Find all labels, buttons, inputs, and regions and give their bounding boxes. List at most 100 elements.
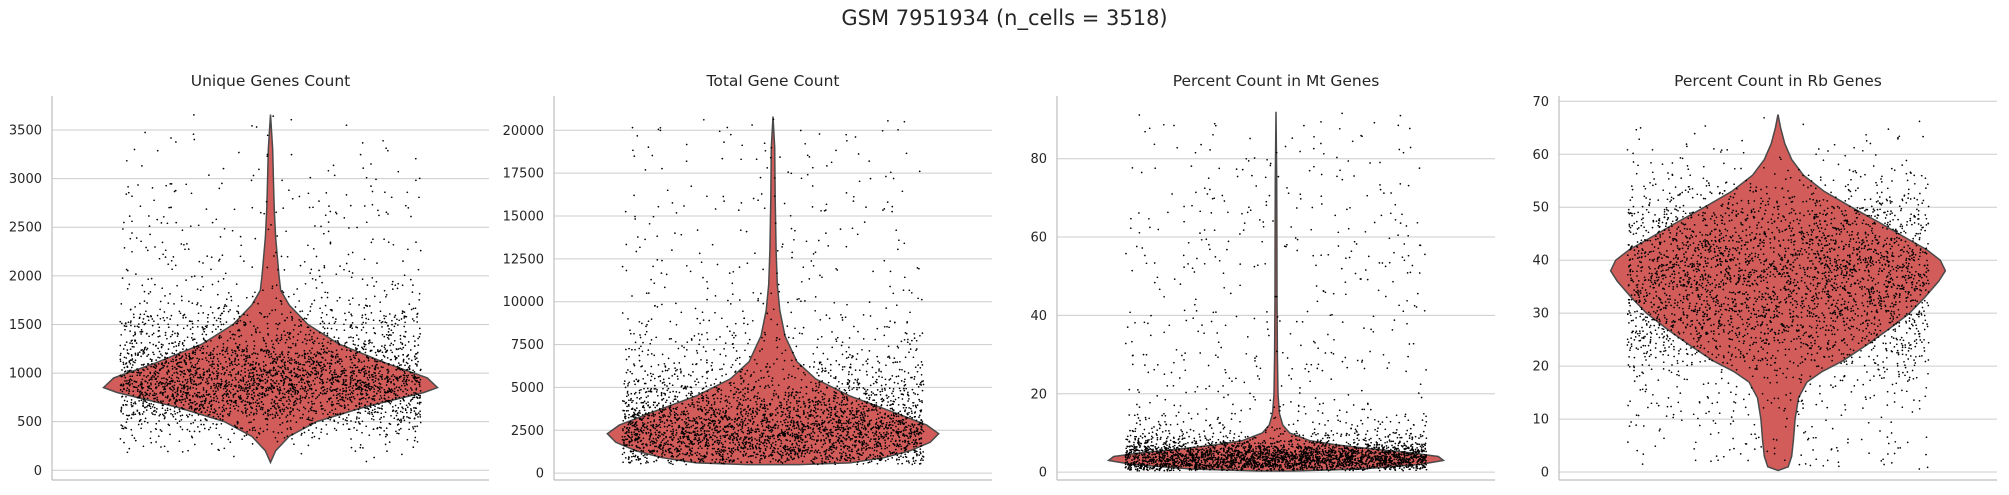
data-point [219, 334, 221, 337]
data-point [299, 320, 302, 323]
data-point [181, 395, 184, 398]
data-point [219, 352, 221, 355]
data-point [763, 331, 766, 334]
data-point [386, 434, 389, 436]
data-point [812, 253, 815, 255]
data-point [339, 404, 342, 407]
data-point [851, 388, 854, 390]
data-point [332, 355, 335, 358]
data-point [298, 325, 300, 328]
data-point [845, 192, 848, 194]
data-point [196, 344, 199, 347]
data-point [122, 412, 124, 415]
data-point [230, 399, 233, 402]
data-point [260, 385, 263, 388]
data-point [309, 272, 312, 274]
data-point [322, 344, 325, 347]
data-point [126, 379, 128, 382]
data-point [174, 264, 177, 267]
data-point [224, 356, 226, 359]
data-point [191, 326, 194, 329]
y-tick-label: 10000 [503, 295, 544, 310]
data-point [151, 405, 154, 408]
data-point [838, 416, 840, 419]
strip-points [119, 114, 422, 463]
data-point [396, 432, 398, 435]
data-point [178, 310, 181, 313]
data-point [137, 385, 140, 387]
data-point [234, 363, 237, 366]
data-point [392, 331, 394, 334]
data-point [301, 310, 304, 312]
data-point [416, 363, 418, 366]
data-point [379, 418, 381, 421]
data-point [676, 406, 678, 409]
data-point [385, 293, 388, 296]
data-point [119, 360, 122, 363]
data-point [773, 394, 775, 397]
data-point [161, 241, 164, 244]
data-point [208, 376, 210, 379]
data-point [875, 409, 878, 412]
data-point [325, 313, 328, 316]
data-point [852, 434, 855, 436]
data-point [288, 398, 290, 401]
data-point [839, 407, 842, 410]
data-point [275, 322, 277, 325]
data-point [143, 313, 146, 316]
data-point [634, 215, 636, 218]
data-point [400, 419, 403, 422]
data-point [266, 380, 269, 383]
data-point [662, 446, 664, 449]
data-point [246, 408, 249, 411]
data-point [841, 455, 843, 458]
data-point [266, 349, 269, 351]
data-point [407, 248, 409, 251]
data-point [347, 414, 350, 416]
data-point [176, 335, 179, 337]
data-point [153, 320, 155, 323]
data-point [203, 371, 205, 374]
data-point [125, 382, 128, 385]
data-point [768, 386, 771, 389]
data-point [158, 414, 161, 417]
data-point [757, 297, 760, 300]
data-point [669, 402, 672, 404]
data-point [862, 452, 864, 454]
data-point [418, 292, 421, 295]
data-point [376, 349, 379, 351]
data-point [205, 340, 208, 343]
data-point [244, 323, 247, 326]
data-point [234, 334, 236, 336]
data-point [197, 391, 199, 394]
data-point [164, 334, 167, 337]
data-point [808, 405, 811, 408]
data-point [167, 369, 170, 372]
data-point [265, 350, 268, 353]
data-point [628, 431, 630, 434]
data-point [396, 378, 398, 381]
data-point [320, 225, 322, 228]
data-point [770, 318, 772, 321]
data-point [120, 409, 122, 412]
data-point [211, 365, 213, 368]
data-point [725, 399, 728, 401]
data-point [130, 403, 133, 406]
data-point [183, 313, 186, 316]
data-point [399, 427, 402, 430]
data-point [240, 386, 243, 388]
data-point [802, 400, 805, 403]
data-point [413, 410, 416, 412]
data-point [137, 352, 139, 354]
data-point [821, 425, 824, 428]
data-point [248, 375, 250, 377]
data-point [732, 435, 735, 438]
data-point [321, 366, 324, 369]
data-point [293, 361, 296, 364]
data-point [745, 413, 747, 415]
data-point [338, 392, 341, 395]
data-point [905, 418, 907, 420]
data-point [365, 385, 367, 388]
data-point [178, 440, 181, 443]
data-point [621, 400, 624, 402]
